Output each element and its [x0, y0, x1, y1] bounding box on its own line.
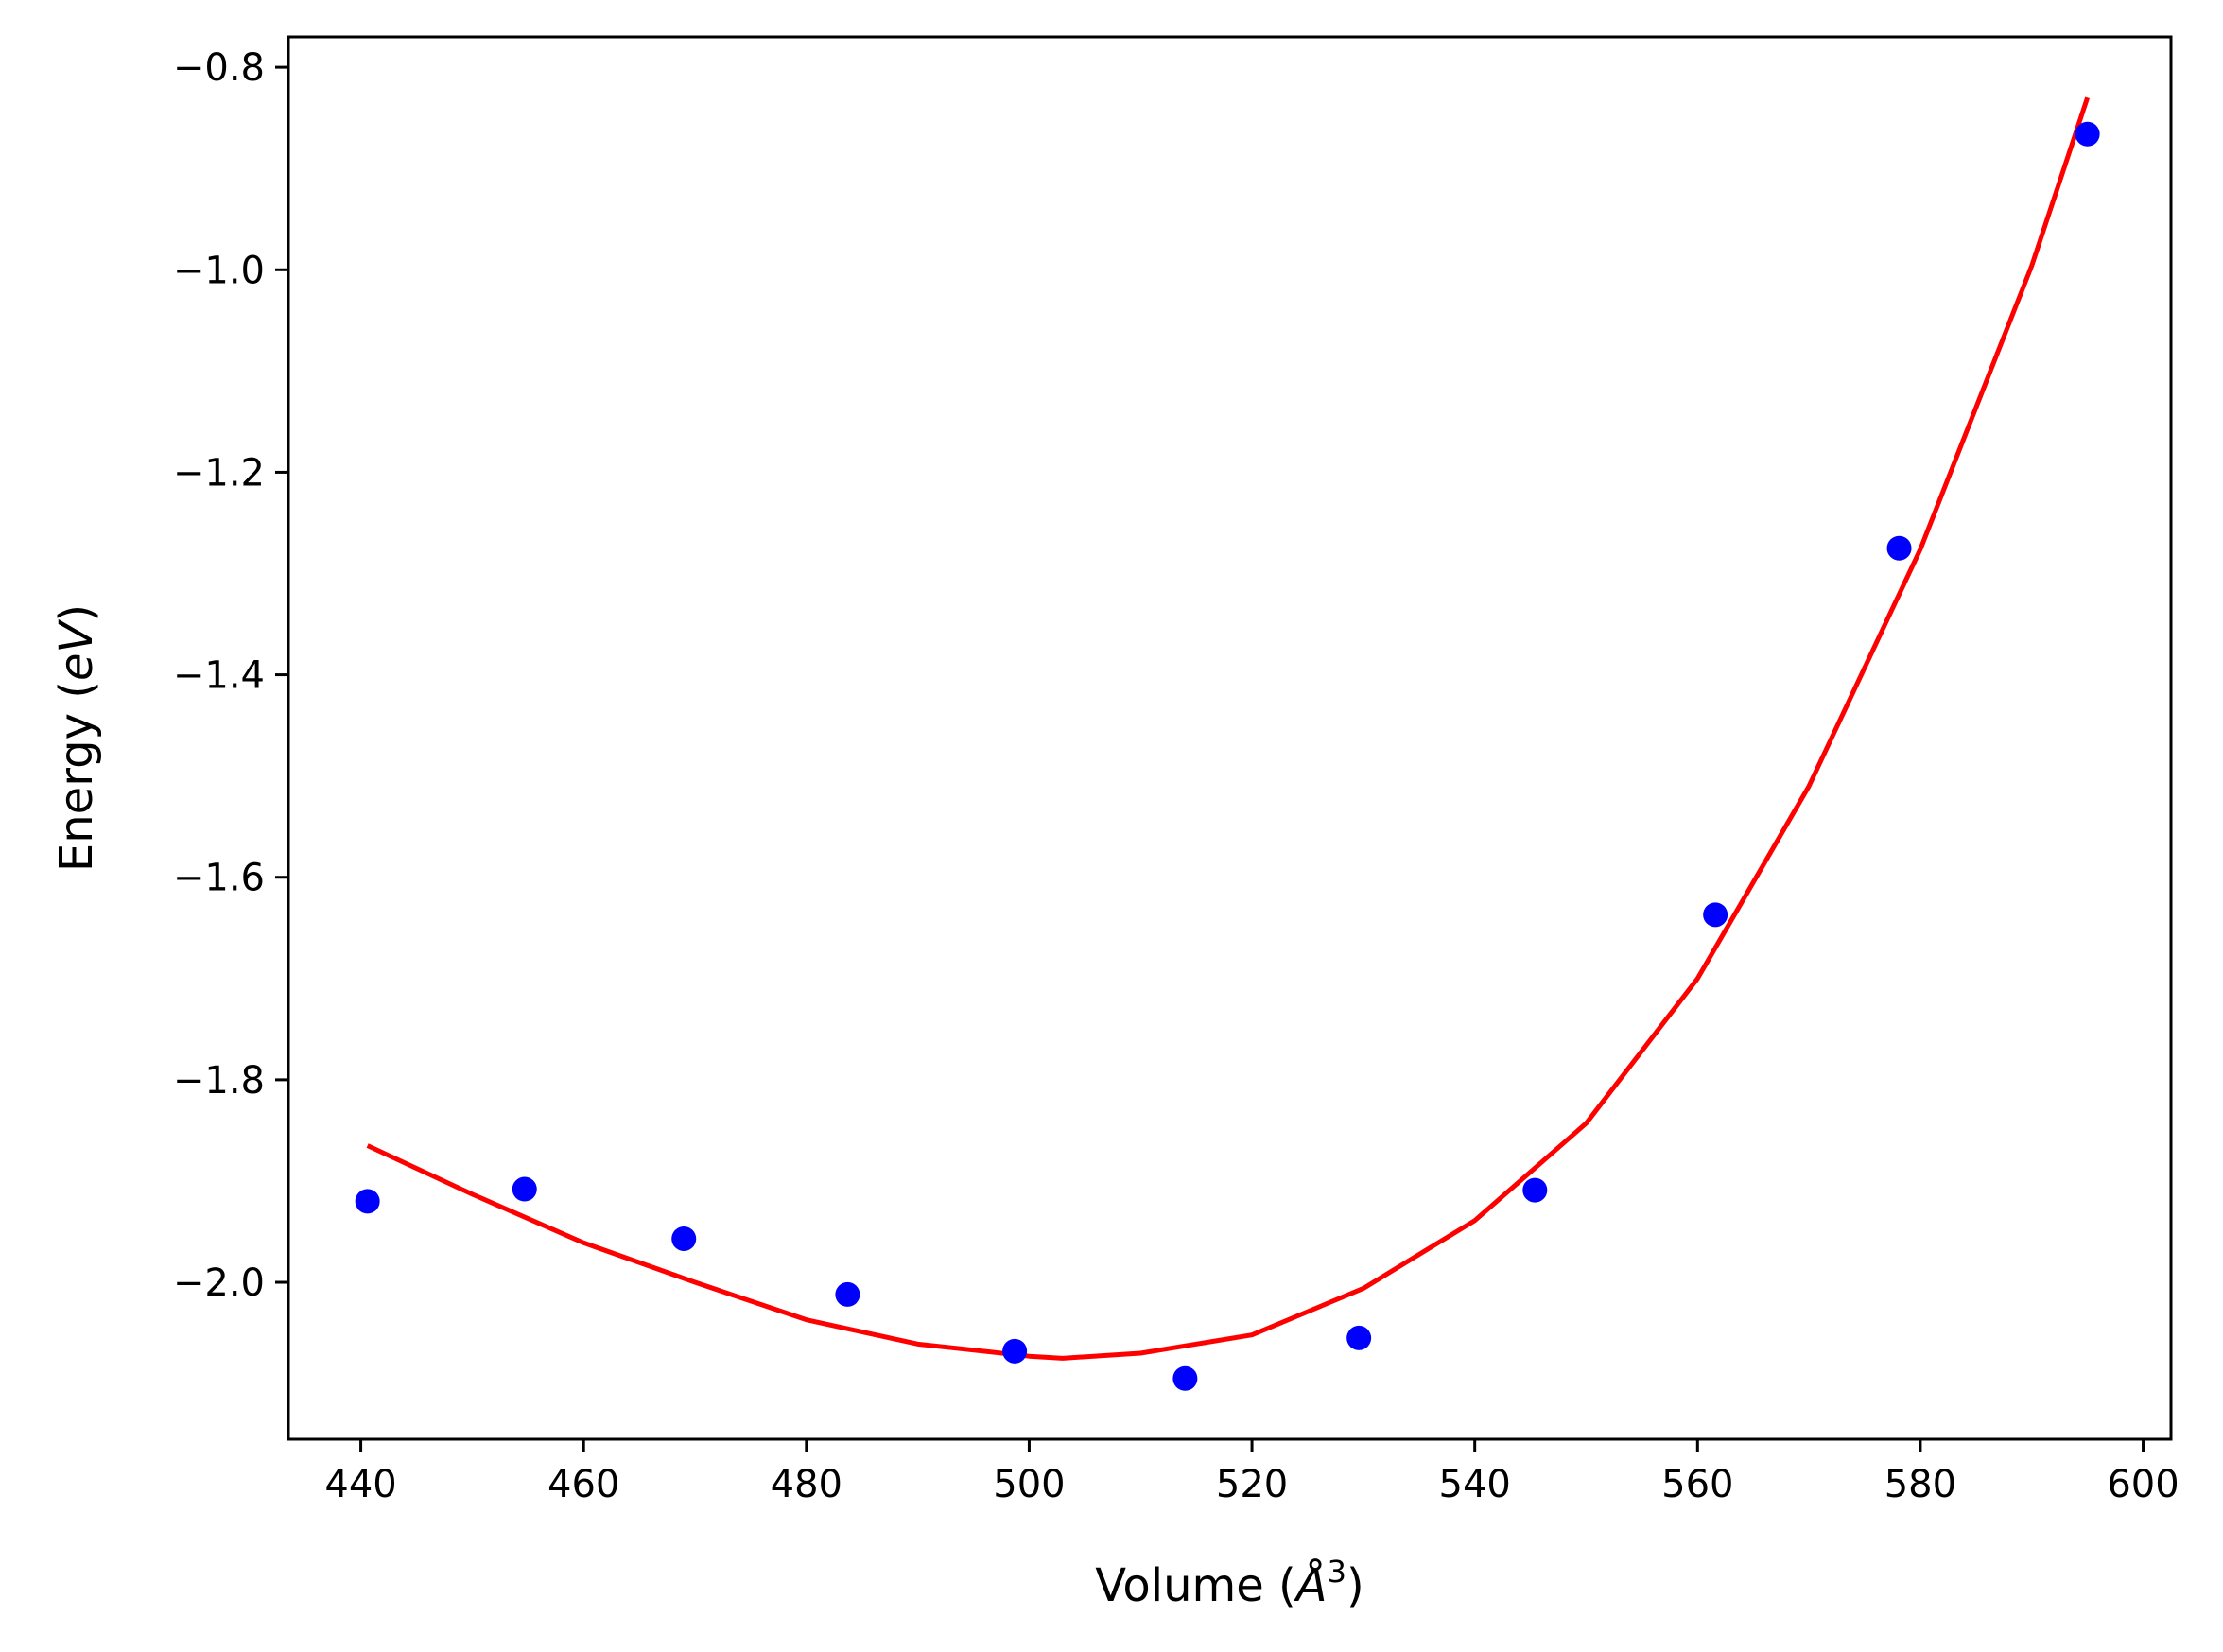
plot-frame	[287, 35, 2173, 1441]
y-tick-label: −1.8	[173, 1059, 265, 1103]
plot-series	[355, 96, 2100, 1391]
data-point	[1172, 1365, 1198, 1391]
data-point	[671, 1226, 697, 1251]
y-tick-label: −0.8	[173, 46, 265, 90]
x-tick-label: 520	[1216, 1463, 1288, 1506]
x-axis-label: Volume (Å3)	[1095, 1554, 1363, 1612]
y-tick-label: −1.6	[173, 857, 265, 900]
x-axis-ticks: 440 460 480 500 520 540 560 580 600	[324, 1439, 2180, 1506]
fit-curve	[366, 96, 2091, 1361]
y-tick-label: −1.0	[173, 249, 265, 292]
data-point	[355, 1189, 380, 1214]
data-point	[835, 1281, 860, 1307]
y-tick-label: −1.2	[173, 451, 265, 495]
data-point	[2075, 121, 2100, 147]
x-tick-label: 480	[771, 1463, 842, 1506]
data-point	[1522, 1177, 1548, 1203]
x-tick-label: 440	[324, 1463, 396, 1506]
x-tick-label: 500	[993, 1463, 1065, 1506]
data-point	[512, 1176, 537, 1202]
data-point	[1703, 902, 1728, 928]
y-axis-ticks: −0.8 −1.0 −1.2 −1.4 −1.6 −1.8 −2.0	[173, 46, 288, 1305]
y-tick-label: −2.0	[173, 1261, 265, 1305]
x-tick-label: 580	[1884, 1463, 1956, 1506]
x-tick-label: 600	[2107, 1463, 2179, 1506]
x-tick-label: 460	[547, 1463, 619, 1506]
y-tick-label: −1.4	[173, 654, 265, 698]
y-axis-label: Energy (eV)	[50, 604, 103, 872]
data-point	[1346, 1325, 1372, 1350]
data-point	[1002, 1338, 1028, 1364]
x-tick-label: 540	[1439, 1463, 1511, 1506]
data-point	[1886, 535, 1912, 561]
x-tick-label: 560	[1661, 1463, 1733, 1506]
